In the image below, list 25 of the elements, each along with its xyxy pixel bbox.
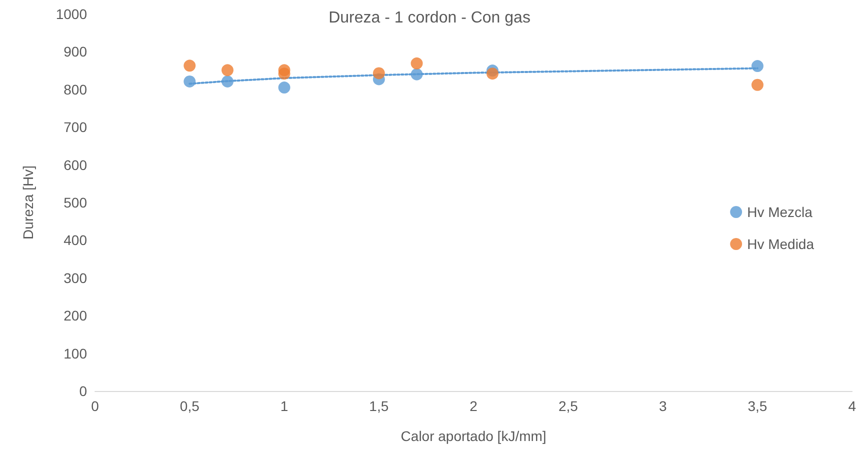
x-tick-label: 3,5	[748, 398, 768, 414]
y-tick-label: 400	[64, 232, 88, 248]
x-tick-label: 0,5	[180, 398, 200, 414]
legend-label: Hv Medida	[747, 236, 814, 252]
y-tick-label: 600	[64, 156, 88, 173]
y-tick-label: 1000	[56, 6, 88, 22]
x-axis-title: Calor aportado [kJ/mm]	[400, 428, 546, 444]
x-tick-label: 1	[280, 398, 288, 414]
x-tick-label: 3	[658, 398, 667, 414]
y-tick-label: 800	[64, 81, 88, 98]
x-tick-label: 1,5	[369, 398, 389, 414]
legend-label: Hv Mezcla	[747, 204, 813, 220]
y-tick-label: 500	[64, 194, 88, 210]
y-tick-label: 0	[79, 383, 88, 399]
y-tick-label: 100	[64, 345, 88, 362]
y-tick-label: 300	[64, 270, 88, 286]
y-tick-label: 900	[64, 44, 88, 60]
x-tick-label: 2	[470, 398, 478, 414]
x-tick-label: 2,5	[558, 398, 578, 414]
chart-title: Dureza - 1 cordon - Con gas	[328, 10, 530, 26]
y-tick-label: 200	[64, 308, 88, 324]
x-tick-label: 0	[91, 398, 100, 414]
x-tick-label: 4	[848, 398, 856, 414]
y-axis-title: Dureza [Hv]	[20, 166, 36, 240]
y-tick-label: 700	[64, 119, 88, 136]
